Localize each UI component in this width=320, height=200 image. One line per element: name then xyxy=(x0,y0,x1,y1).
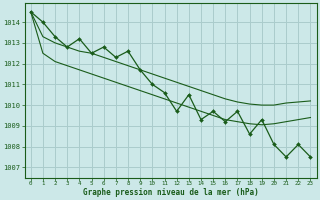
X-axis label: Graphe pression niveau de la mer (hPa): Graphe pression niveau de la mer (hPa) xyxy=(83,188,259,197)
